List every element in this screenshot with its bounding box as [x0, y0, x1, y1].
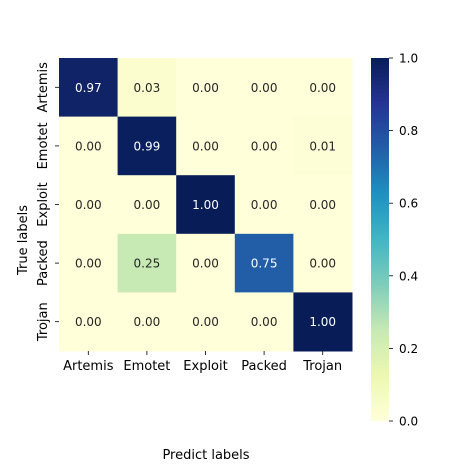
heatmap-cell-emotet-artemis: [59, 116, 119, 176]
cell-value-label: 0.75: [251, 257, 278, 271]
heatmap-cell-emotet-packed: [234, 116, 294, 176]
cell-value-label: 0.00: [192, 257, 219, 271]
cell-value-label: 0.97: [75, 81, 102, 95]
heatmap-cells: [59, 58, 353, 352]
cell-value-label: 0.00: [75, 139, 102, 153]
y-tick-label: Artemis: [36, 62, 51, 113]
cell-value-label: 0.25: [134, 257, 161, 271]
cell-value-label: 1.00: [192, 198, 219, 212]
heatmap-cell-trojan-packed: [234, 292, 294, 352]
heatmap-cell-trojan-emotet: [117, 292, 177, 352]
colorbar-ticks: 0.0 0.2 0.4 0.6 0.8 1.0: [389, 52, 418, 429]
cell-value-label: 0.00: [192, 139, 219, 153]
x-tick-label: Trojan: [302, 359, 342, 374]
cell-value-label: 0.00: [192, 81, 219, 95]
heatmap-cell-artemis-emotet: [117, 58, 177, 118]
heatmap-cell-artemis-artemis: [59, 58, 119, 118]
cell-value-label: 0.99: [134, 139, 161, 153]
x-tick-label: Exploit: [183, 359, 227, 374]
cell-value-label: 0.00: [309, 81, 336, 95]
heatmap-cell-exploit-artemis: [59, 175, 119, 235]
colorbar-gradient: [371, 58, 389, 421]
y-axis-label: True labels: [16, 205, 31, 276]
cell-value-label: 0.00: [192, 315, 219, 329]
cell-value-label: 0.01: [309, 139, 336, 153]
heatmap-cell-emotet-emotet: [117, 116, 177, 176]
y-tick-label: Packed: [36, 240, 51, 286]
colorbar-tick-label: 0.6: [399, 197, 418, 211]
heatmap-cell-packed-packed: [234, 233, 294, 293]
cell-value-label: 0.00: [251, 139, 278, 153]
heatmap-cell-trojan-trojan: [293, 292, 353, 352]
y-axis: Artemis Emotet Exploit Packed Trojan: [36, 62, 59, 342]
heatmap-cell-trojan-exploit: [176, 292, 236, 352]
y-tick-label: Emotet: [36, 122, 51, 169]
heatmap-cell-artemis-trojan: [293, 58, 353, 118]
heatmap-cell-packed-trojan: [293, 233, 353, 293]
cell-value-label: 0.00: [309, 198, 336, 212]
heatmap-cell-packed-artemis: [59, 233, 119, 293]
cell-value-label: 0.00: [251, 315, 278, 329]
heatmap-cell-packed-emotet: [117, 233, 177, 293]
cell-value-label: 0.00: [75, 257, 102, 271]
y-tick-label: Trojan: [36, 302, 51, 342]
cell-value-label: 0.00: [309, 257, 336, 271]
colorbar-tick-label: 0.8: [399, 124, 418, 138]
cell-value-label: 0.00: [75, 198, 102, 212]
heatmap-cell-emotet-exploit: [176, 116, 236, 176]
x-tick-label: Artemis: [63, 359, 114, 374]
cell-value-label: 0.00: [134, 315, 161, 329]
cell-value-label: 1.00: [309, 315, 336, 329]
cell-value-label: 0.03: [134, 81, 161, 95]
heatmap-annotations: 0.97 0.03 0.00 0.00 0.00 0.00 0.99 0.00 0.00 0.01…: [75, 81, 336, 329]
cell-value-label: 0.00: [251, 198, 278, 212]
heatmap-cell-emotet-trojan: [293, 116, 353, 176]
heatmap-cell-exploit-exploit: [176, 175, 236, 235]
cell-value-label: 0.00: [251, 81, 278, 95]
x-tick-label: Emotet: [123, 359, 170, 374]
heatmap-cell-exploit-emotet: [117, 175, 177, 235]
x-axis-label: Predict labels: [162, 448, 249, 463]
colorbar-tick-label: 1.0: [399, 52, 418, 66]
heatmap-cell-exploit-trojan: [293, 175, 353, 235]
heatmap-cell-artemis-exploit: [176, 58, 236, 118]
colorbar-tick-label: 0.4: [399, 269, 418, 283]
heatmap-cell-exploit-packed: [234, 175, 294, 235]
cell-value-label: 0.00: [75, 315, 102, 329]
heatmap-cell-artemis-packed: [234, 58, 294, 118]
heatmap-cell-trojan-artemis: [59, 292, 119, 352]
x-tick-label: Packed: [241, 359, 287, 374]
y-tick-label: Exploit: [36, 182, 51, 226]
colorbar-tick-label: 0.0: [399, 415, 418, 429]
colorbar-tick-label: 0.2: [399, 342, 418, 356]
cell-value-label: 0.00: [134, 198, 161, 212]
heatmap-cell-packed-exploit: [176, 233, 236, 293]
colorbar: 0.0 0.2 0.4 0.6 0.8 1.0: [371, 52, 418, 429]
x-axis: Artemis Emotet Exploit Packed Trojan: [63, 351, 342, 374]
